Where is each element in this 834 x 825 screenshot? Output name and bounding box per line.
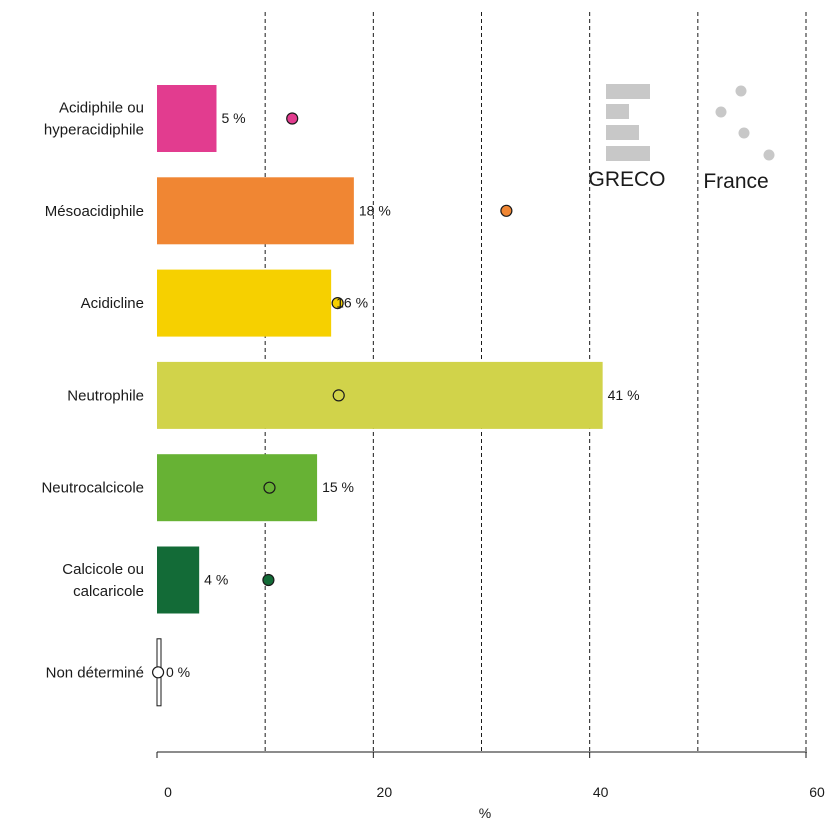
france-point-6 (151, 666, 165, 679)
category-label-0: Acidiphile ou hyperacidiphile (44, 100, 144, 139)
greco-legend-label: GRECO (588, 168, 665, 191)
value-label-5: 4 % (204, 572, 228, 588)
france-legend-dot-3 (763, 149, 775, 161)
category-label-6: Non déterminé (46, 664, 144, 681)
category-label-4: Neutrocalcicole (41, 480, 144, 497)
category-labels: Acidiphile ou hyperacidiphile Mésoacidiphi… (41, 100, 144, 682)
france-point-5 (262, 573, 275, 587)
france-point-1 (500, 204, 513, 217)
france-point-4 (263, 481, 276, 494)
greco-legend-bar-0 (606, 84, 650, 99)
category-label-3: Neutrophile (67, 387, 144, 404)
value-label-0: 5 % (221, 110, 245, 126)
x-tick-label-60: 60 (809, 784, 825, 800)
greco-legend-icon (606, 84, 650, 161)
france-point-3 (332, 389, 345, 402)
greco-bars (156, 85, 603, 707)
x-axis: 0 20 40 60 (156, 751, 825, 800)
category-label-1: Mésoacidiphile (45, 203, 144, 220)
greco-legend-bar-1 (606, 104, 629, 119)
x-tick-label-0: 0 (164, 784, 172, 800)
france-legend-dot-2 (738, 127, 750, 139)
bar-4 (157, 454, 318, 522)
france-legend-dot-1 (715, 106, 727, 118)
value-labels: 5 % 18 % 16 % 41 % 15 % 4 % 0 % (166, 110, 640, 680)
legend: GRECO France (588, 84, 775, 193)
france-points (151, 112, 513, 679)
bar-1 (157, 177, 354, 245)
bar-3 (157, 361, 603, 429)
x-axis-label: % (479, 805, 491, 821)
x-tick-label-20: 20 (377, 784, 393, 800)
france-point-0 (286, 112, 299, 125)
france-legend-dot-0 (735, 85, 747, 97)
france-legend-icon (715, 85, 775, 161)
category-label-2: Acidicline (81, 295, 144, 312)
value-label-3: 41 % (608, 387, 640, 403)
x-tick-label-40: 40 (593, 784, 609, 800)
bar-0 (157, 85, 217, 152)
bar-2 (157, 269, 332, 337)
value-label-6: 0 % (166, 664, 190, 680)
greco-legend-bar-2 (606, 125, 639, 140)
value-label-2: 16 % (336, 295, 368, 311)
bar-5 (157, 546, 200, 614)
gridlines (264, 12, 807, 752)
category-label-5: Calcicole ou calcaricole (62, 561, 144, 600)
france-point-2 (331, 297, 344, 310)
france-legend-label: France (703, 170, 768, 193)
value-label-1: 18 % (359, 202, 391, 218)
value-label-4: 15 % (322, 479, 354, 495)
greco-legend-bar-3 (606, 146, 650, 161)
